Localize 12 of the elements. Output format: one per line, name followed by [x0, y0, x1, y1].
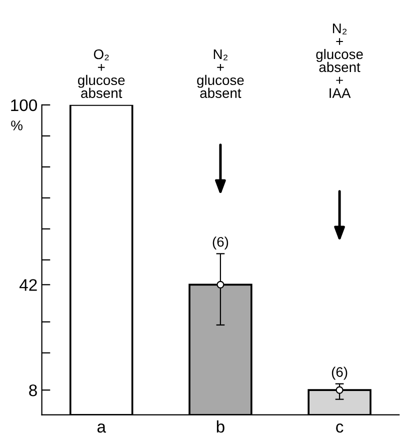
y-tick-label: 42: [20, 279, 37, 291]
y-axis-title: %: [11, 120, 22, 130]
text: N₂ + glucose absent: [197, 49, 244, 98]
x-tick-label: c: [336, 424, 344, 433]
annotation: (6): [332, 366, 348, 380]
y-tick-label: 100: [11, 99, 37, 112]
x-tick-label: a: [97, 424, 106, 433]
annotation: (6): [212, 236, 228, 250]
x-tick-label: b: [216, 420, 224, 433]
y-tick-label: 8: [29, 384, 37, 396]
text: O₂ + glucose absent: [78, 49, 125, 98]
text: N₂ + glucose absent + IAA: [316, 24, 363, 98]
